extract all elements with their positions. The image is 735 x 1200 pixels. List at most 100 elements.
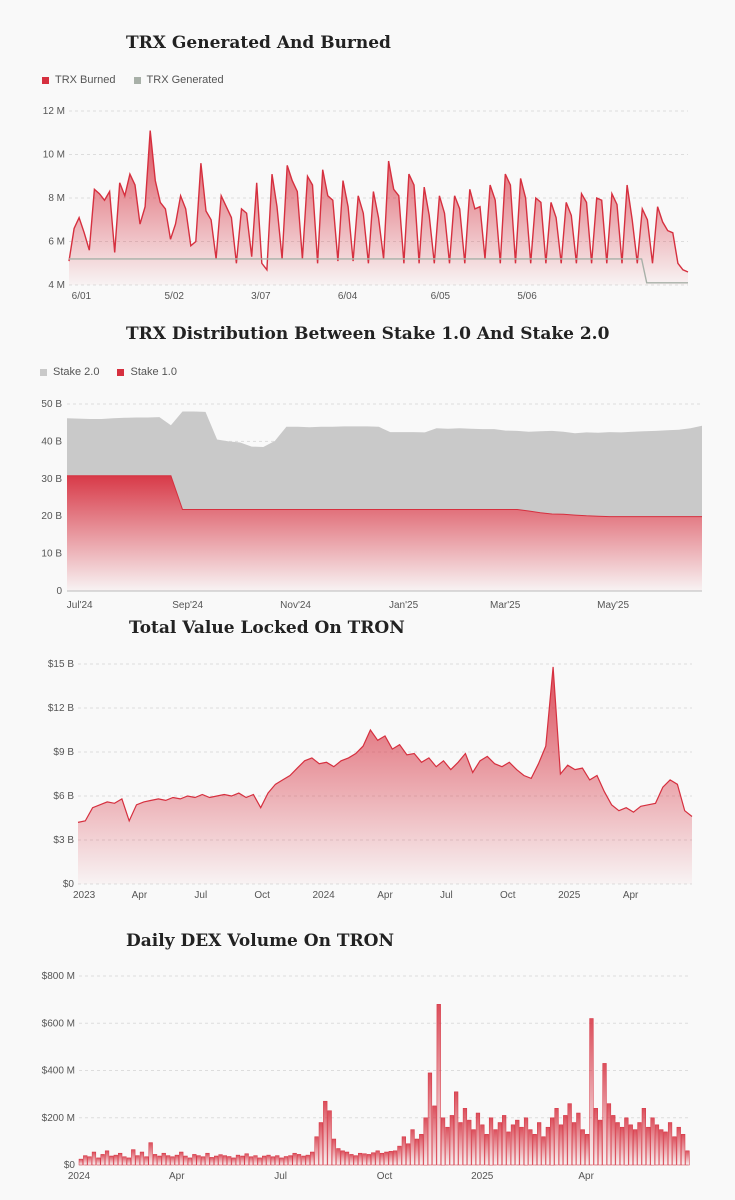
dex-volume-bar[interactable] bbox=[619, 1126, 625, 1166]
dex-volume-bar[interactable] bbox=[266, 1154, 271, 1166]
dex-volume-bar[interactable] bbox=[118, 1152, 123, 1166]
dex-volume-bar[interactable] bbox=[510, 1124, 516, 1166]
dex-volume-bar[interactable] bbox=[296, 1154, 302, 1166]
dex-volume-bar[interactable] bbox=[488, 1117, 494, 1166]
dex-volume-bar[interactable] bbox=[528, 1129, 533, 1166]
dex-volume-bar[interactable] bbox=[423, 1117, 428, 1166]
dex-volume-bar[interactable] bbox=[589, 1018, 594, 1166]
dex-volume-bar[interactable] bbox=[379, 1152, 385, 1166]
dex-volume-bar[interactable] bbox=[331, 1138, 337, 1166]
dex-volume-bar[interactable] bbox=[122, 1156, 127, 1166]
dex-volume-bar[interactable] bbox=[131, 1149, 136, 1166]
dex-volume-bar[interactable] bbox=[366, 1154, 371, 1166]
dex-volume-bar[interactable] bbox=[323, 1100, 328, 1166]
dex-volume-bar[interactable] bbox=[218, 1154, 223, 1166]
dex-volume-bar[interactable] bbox=[148, 1142, 153, 1166]
dex-volume-bar[interactable] bbox=[615, 1122, 620, 1166]
legend-item-stake-1[interactable]: Stake 1.0 bbox=[117, 366, 177, 378]
dex-volume-bar[interactable] bbox=[449, 1115, 454, 1166]
dex-volume-bar[interactable] bbox=[231, 1157, 236, 1166]
dex-volume-bar[interactable] bbox=[288, 1155, 293, 1166]
dex-volume-bar[interactable] bbox=[144, 1156, 149, 1166]
dex-volume-bar[interactable] bbox=[135, 1155, 140, 1166]
dex-volume-bar[interactable] bbox=[305, 1154, 310, 1166]
dex-volume-bar[interactable] bbox=[641, 1108, 646, 1166]
dex-volume-bar[interactable] bbox=[480, 1124, 485, 1166]
dex-volume-bar[interactable] bbox=[628, 1124, 633, 1166]
dex-volume-bar[interactable] bbox=[349, 1154, 354, 1166]
dex-volume-bar[interactable] bbox=[113, 1154, 118, 1166]
dex-volume-bar[interactable] bbox=[353, 1155, 358, 1166]
dex-volume-bar[interactable] bbox=[83, 1155, 88, 1166]
dex-volume-bar[interactable] bbox=[253, 1155, 258, 1166]
dex-volume-bar[interactable] bbox=[78, 1158, 83, 1166]
dex-volume-bar[interactable] bbox=[471, 1129, 476, 1166]
dex-volume-bar[interactable] bbox=[126, 1157, 131, 1166]
dex-volume-bar[interactable] bbox=[91, 1151, 97, 1166]
dex-volume-bar[interactable] bbox=[602, 1063, 607, 1166]
dex-volume-bar[interactable] bbox=[100, 1154, 105, 1166]
dex-volume-bar[interactable] bbox=[318, 1122, 323, 1166]
dex-volume-bar[interactable] bbox=[646, 1126, 651, 1166]
dex-volume-bar[interactable] bbox=[502, 1115, 507, 1166]
dex-volume-bar[interactable] bbox=[497, 1122, 502, 1166]
dex-volume-bar[interactable] bbox=[166, 1155, 171, 1166]
dex-volume-bar[interactable] bbox=[685, 1150, 690, 1166]
dex-volume-bar[interactable] bbox=[567, 1103, 572, 1166]
dex-volume-bar[interactable] bbox=[388, 1151, 393, 1166]
dex-volume-bar[interactable] bbox=[257, 1157, 262, 1166]
dex-volume-bar[interactable] bbox=[406, 1143, 411, 1166]
dex-volume-bar[interactable] bbox=[336, 1148, 341, 1166]
dex-volume-bar[interactable] bbox=[462, 1108, 468, 1166]
dex-volume-bar[interactable] bbox=[667, 1122, 673, 1166]
dex-volume-bar[interactable] bbox=[611, 1115, 616, 1166]
dex-volume-bar[interactable] bbox=[554, 1108, 559, 1166]
dex-volume-bar[interactable] bbox=[362, 1153, 367, 1166]
dex-volume-bar[interactable] bbox=[410, 1129, 415, 1166]
legend-item-trx-generated[interactable]: TRX Generated bbox=[133, 74, 224, 86]
dex-volume-bar[interactable] bbox=[283, 1156, 289, 1166]
dex-volume-bar[interactable] bbox=[109, 1155, 114, 1166]
dex-volume-bar[interactable] bbox=[327, 1110, 332, 1166]
dex-volume-bar[interactable] bbox=[598, 1119, 603, 1166]
dex-volume-bar[interactable] bbox=[301, 1155, 306, 1166]
dex-volume-bar[interactable] bbox=[467, 1119, 472, 1166]
dex-volume-bar[interactable] bbox=[454, 1091, 459, 1166]
dex-volume-bar[interactable] bbox=[214, 1155, 219, 1166]
dex-volume-bar[interactable] bbox=[87, 1156, 92, 1166]
dex-volume-bar[interactable] bbox=[222, 1155, 227, 1166]
dex-volume-bar[interactable] bbox=[358, 1152, 363, 1166]
dex-volume-bar[interactable] bbox=[200, 1156, 206, 1166]
dex-volume-bar[interactable] bbox=[183, 1155, 188, 1166]
dex-volume-bar[interactable] bbox=[375, 1150, 380, 1166]
dex-volume-bar[interactable] bbox=[96, 1157, 101, 1166]
dex-volume-bar[interactable] bbox=[440, 1117, 446, 1166]
dex-volume-bar[interactable] bbox=[244, 1153, 249, 1166]
dex-volume-bar[interactable] bbox=[445, 1126, 450, 1166]
dex-volume-bar[interactable] bbox=[571, 1122, 577, 1166]
dex-volume-bar[interactable] bbox=[371, 1152, 376, 1166]
dex-volume-bar[interactable] bbox=[157, 1155, 162, 1166]
dex-volume-bar[interactable] bbox=[475, 1112, 481, 1166]
dex-volume-bar[interactable] bbox=[558, 1124, 564, 1166]
dex-volume-bar[interactable] bbox=[432, 1105, 437, 1166]
dex-volume-bar[interactable] bbox=[563, 1115, 568, 1166]
dex-volume-bar[interactable] bbox=[248, 1156, 254, 1166]
dex-volume-bar[interactable] bbox=[672, 1136, 677, 1166]
dex-volume-bar[interactable] bbox=[179, 1151, 184, 1166]
dex-volume-bar[interactable] bbox=[270, 1156, 275, 1166]
dex-volume-bar[interactable] bbox=[484, 1134, 489, 1166]
dex-volume-bar[interactable] bbox=[414, 1138, 419, 1166]
dex-volume-bar[interactable] bbox=[519, 1126, 524, 1166]
dex-volume-bar[interactable] bbox=[340, 1150, 345, 1166]
dex-volume-bar[interactable] bbox=[227, 1156, 232, 1166]
dex-volume-bar[interactable] bbox=[545, 1126, 550, 1166]
dex-volume-bar[interactable] bbox=[279, 1157, 284, 1166]
dex-volume-bar[interactable] bbox=[392, 1150, 398, 1166]
dex-volume-bar[interactable] bbox=[436, 1004, 441, 1166]
dex-volume-bar[interactable] bbox=[161, 1152, 166, 1166]
dex-volume-bar[interactable] bbox=[637, 1122, 642, 1166]
legend-item-stake-2[interactable]: Stake 2.0 bbox=[40, 366, 99, 378]
legend-item-trx-burned[interactable]: TRX Burned bbox=[42, 74, 116, 86]
dex-volume-bar[interactable] bbox=[139, 1151, 145, 1166]
